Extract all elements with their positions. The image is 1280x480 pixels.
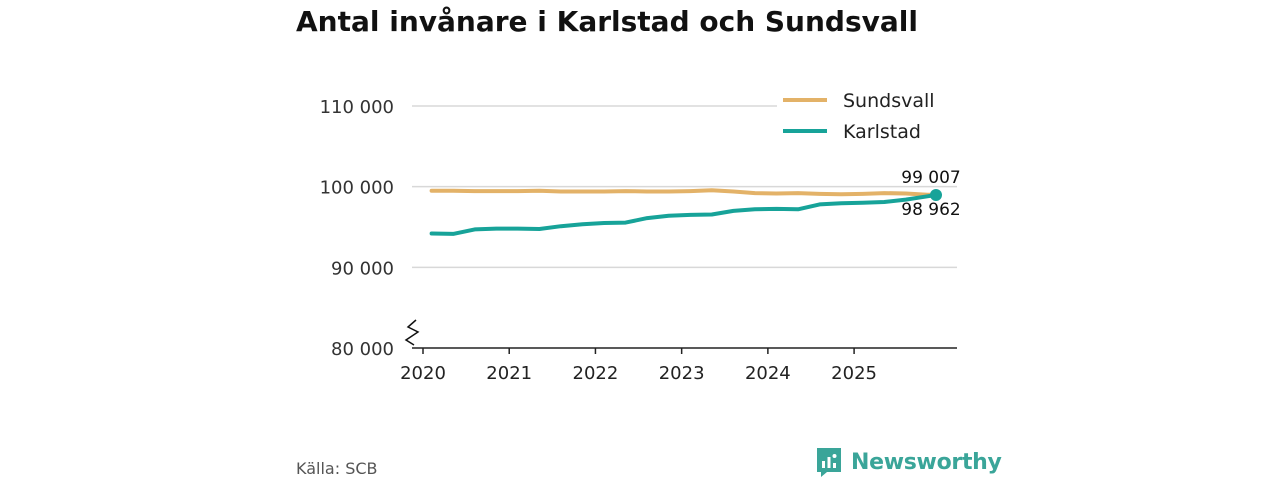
x-tick-label: 2024 xyxy=(745,363,791,384)
legend: Sundsvall Karlstad xyxy=(777,88,961,143)
legend-background xyxy=(777,119,961,141)
series-line-sundsvall xyxy=(429,188,938,197)
y-tick-label: 90 000 xyxy=(331,258,394,279)
series-line-karlstad xyxy=(429,193,938,236)
newsworthy-logo-icon xyxy=(817,448,841,477)
x-tick-label: 2021 xyxy=(486,363,532,384)
end-value-label: 99 007 xyxy=(901,168,960,188)
y-tick-label: 100 000 xyxy=(320,178,394,199)
axis-break-icon xyxy=(404,319,420,346)
brand-name: Newsworthy xyxy=(851,449,1002,475)
source-note: Källa: SCB xyxy=(296,459,378,478)
x-tick-label: 2020 xyxy=(400,363,446,384)
brand-logo[interactable]: Newsworthy xyxy=(815,446,1002,478)
y-tick-label: 110 000 xyxy=(320,97,394,118)
x-tick-label: 2022 xyxy=(573,363,619,384)
chart-title: Antal invånare i Karlstad och Sundsvall xyxy=(296,5,918,38)
y-tick-label: 80 000 xyxy=(331,339,394,360)
end-value-label: 98 962 xyxy=(901,200,960,220)
legend-label-sundsvall: Sundsvall xyxy=(843,90,935,112)
series-lines xyxy=(429,188,942,236)
x-tick-label: 2023 xyxy=(659,363,705,384)
legend-background xyxy=(777,88,961,110)
legend-label-karlstad: Karlstad xyxy=(843,121,921,143)
end-point-marker xyxy=(930,189,942,202)
x-tick-label: 2025 xyxy=(831,363,877,384)
annotations: 99 007 98 962 xyxy=(901,168,960,220)
axes: 80 000 90 000 100 000 110 000 2020 2021 2022 20… xyxy=(320,97,957,384)
